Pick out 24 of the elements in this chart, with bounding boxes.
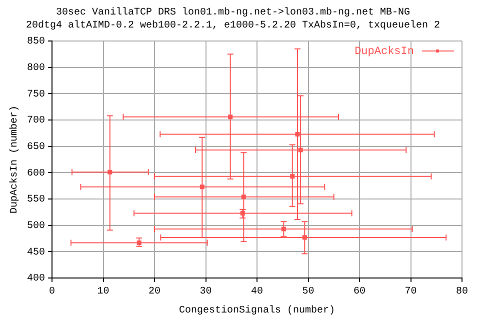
x-tick-label: 0 [48, 286, 56, 298]
x-tick-label: 80 [456, 286, 468, 298]
legend-label: DupAcksIn [354, 46, 414, 58]
x-tick-label: 20 [148, 286, 161, 298]
chart-title: 30sec VanillaTCP DRS lon01.mb-ng.net->lon03.mb-ng.net MB-NG [56, 6, 410, 19]
x-tick-label: 60 [353, 286, 366, 298]
x-tick-label: 30 [200, 286, 212, 298]
y-tick-label: 700 [26, 116, 46, 127]
y-tick-label: 750 [26, 89, 46, 100]
y-tick-label: 450 [26, 247, 46, 258]
y-tick-label: 800 [26, 62, 46, 74]
y-tick-label: 550 [26, 194, 46, 206]
y-tick-label: 650 [26, 142, 46, 153]
chart-subtitle: 20dtg4 altAIMD-0.2 web100-2.2.1, e1000-5.2.20 TxAbsIn=0, txqueuelen 2 [26, 20, 440, 32]
y-tick-label: 600 [26, 168, 46, 180]
x-tick-label: 40 [250, 286, 264, 298]
y-tick-label: 400 [26, 274, 46, 285]
y-axis-title: DupAcksIn (number) [8, 105, 21, 214]
x-axis-title: CongestionSignals (number) [178, 304, 336, 317]
y-tick-label: 850 [26, 36, 46, 48]
y-tick-label: 500 [26, 220, 46, 232]
x-tick-label: 10 [97, 286, 110, 298]
x-tick-label: 50 [302, 286, 314, 298]
x-tick-label: 70 [404, 286, 417, 298]
